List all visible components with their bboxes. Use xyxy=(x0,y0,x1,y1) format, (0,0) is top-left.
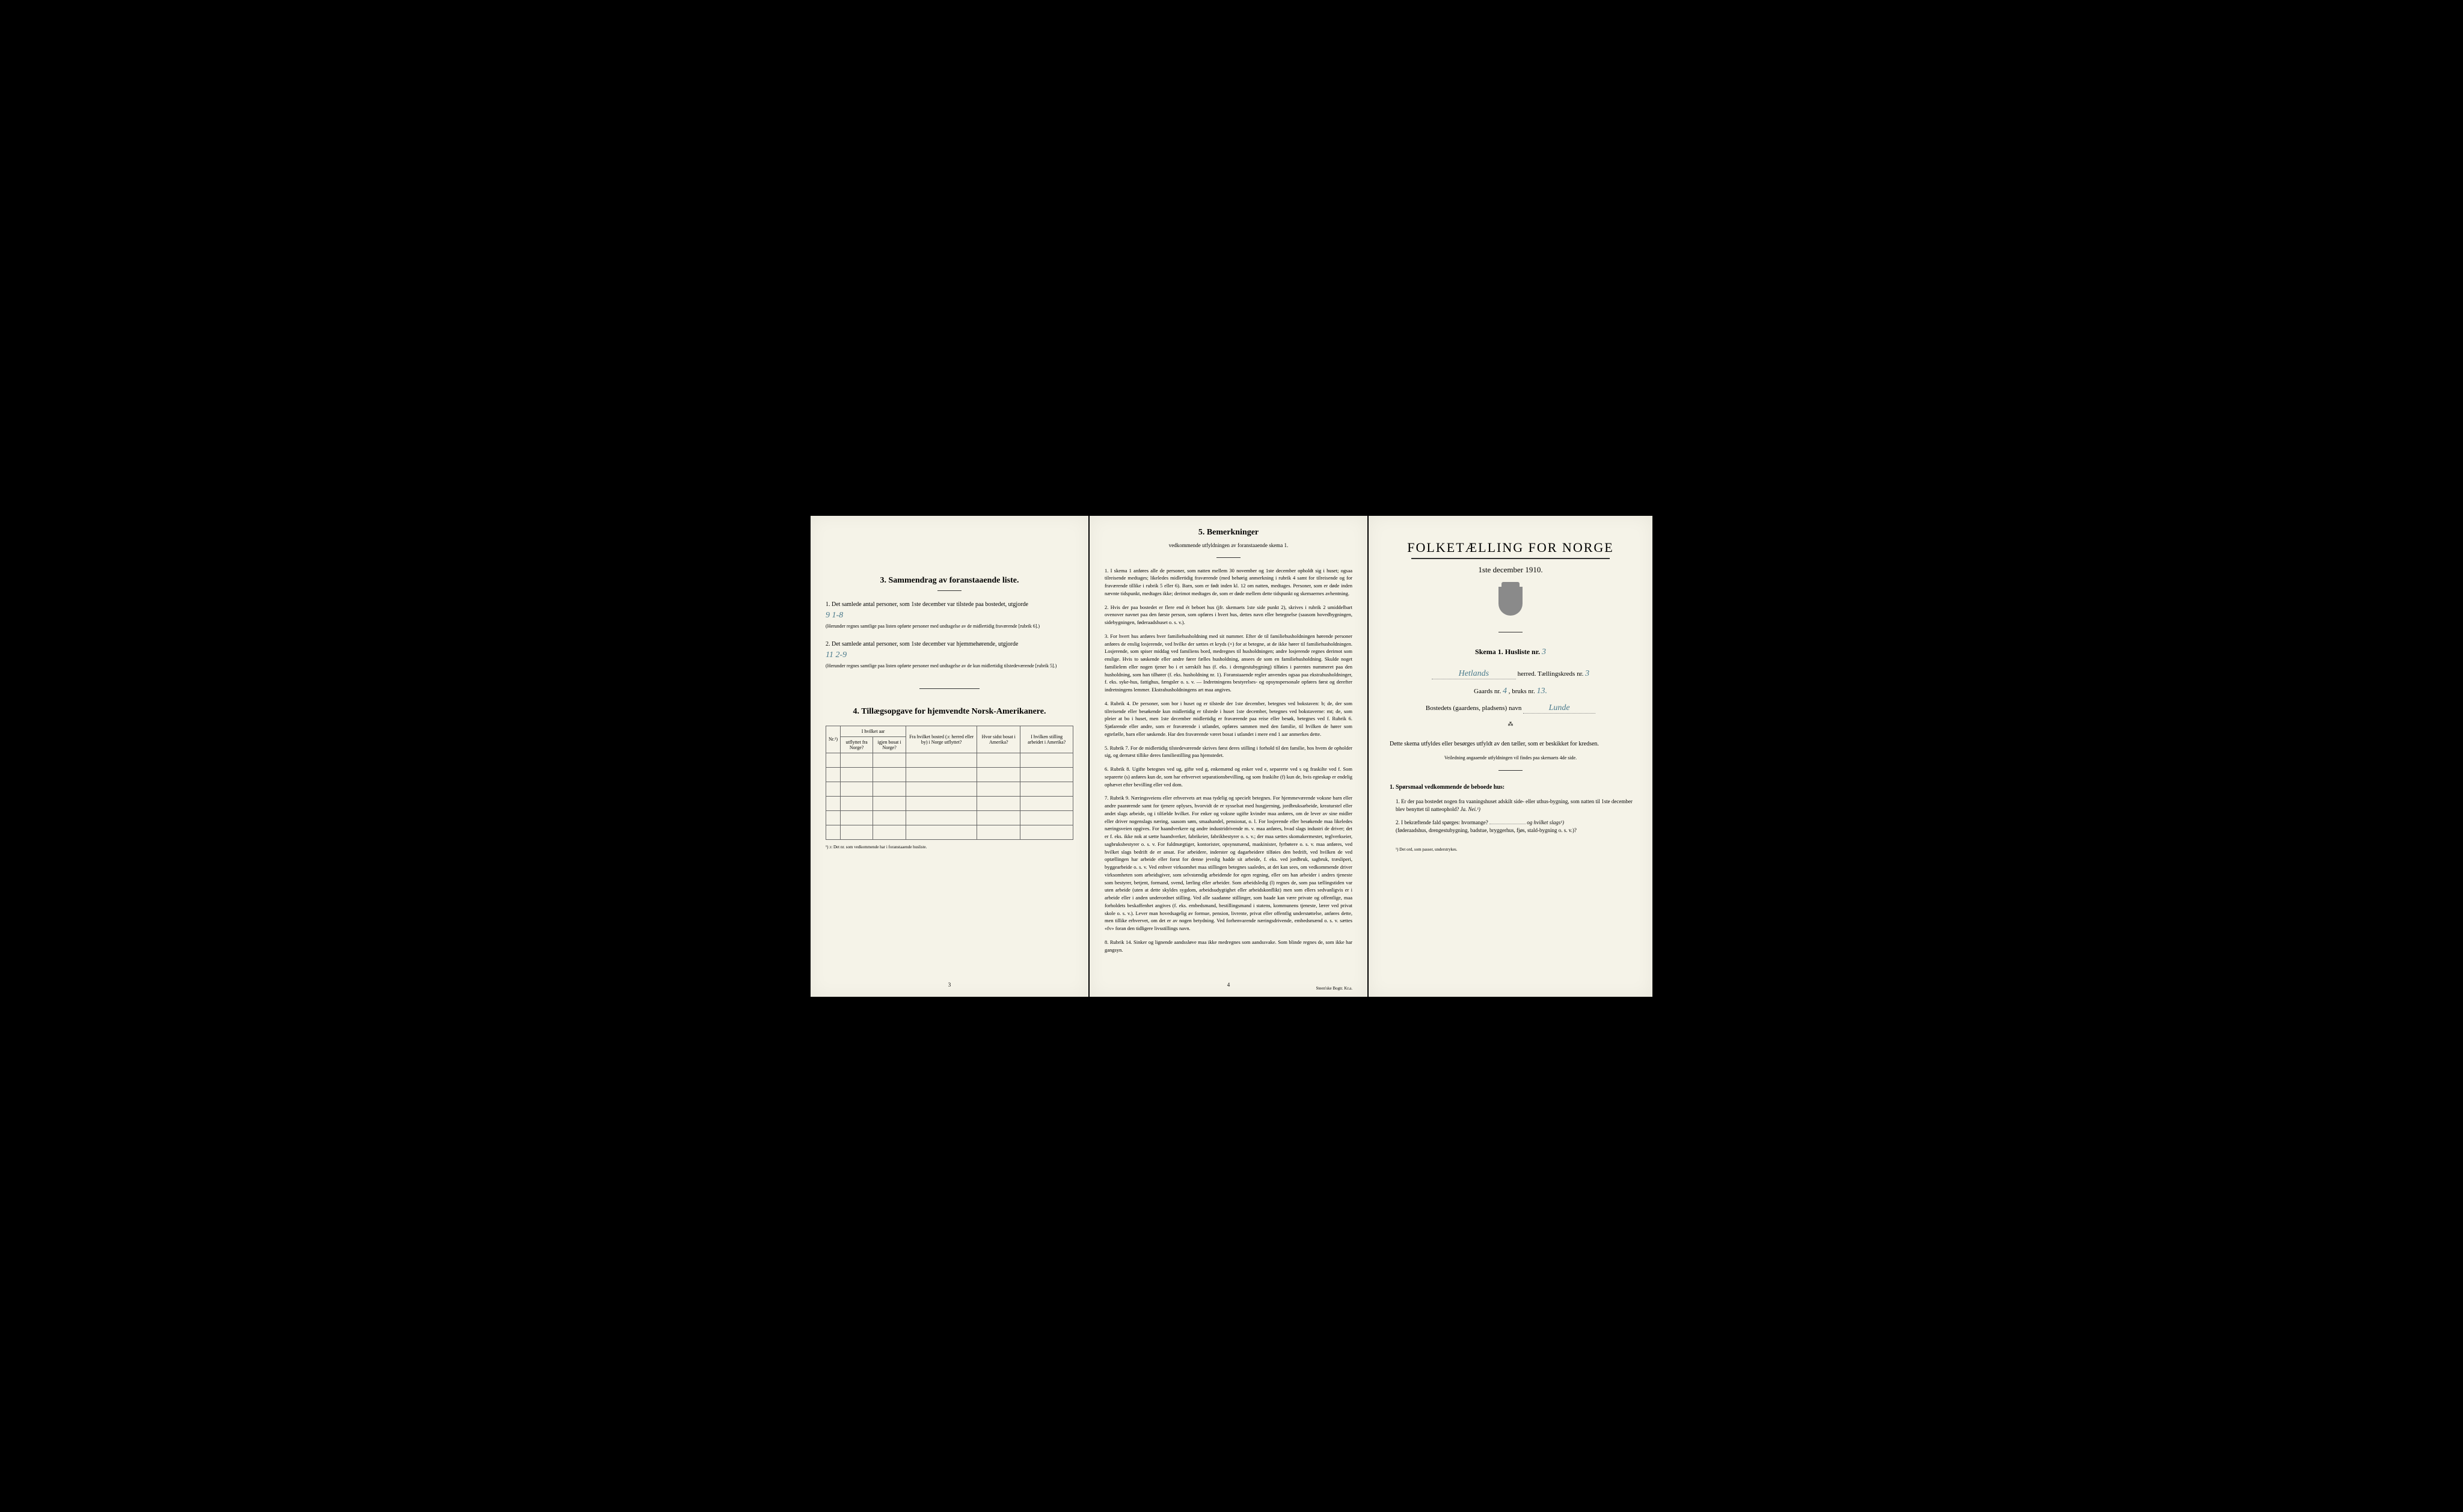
item1-note: (Herunder regnes samtlige paa listen opf… xyxy=(826,623,1040,629)
col-aar-header: I hvilket aar xyxy=(841,726,906,736)
page-number-3: 3 xyxy=(948,982,951,988)
kreds-nr: 3 xyxy=(1585,669,1589,678)
q1-answer: Ja. Nei.¹) xyxy=(1460,806,1480,812)
col-amerika: Hvor sidst bosat i Amerika? xyxy=(977,726,1020,753)
herred-label: herred. Tællingskreds nr. xyxy=(1518,670,1584,678)
item2-text: 2. Det samlede antal personer, som 1ste … xyxy=(826,641,1018,647)
bosted-line: Bostedets (gaardens, pladsens) navn Lund… xyxy=(1387,703,1634,714)
section-3: 3. Sammendrag av foranstaaende liste. 1.… xyxy=(826,576,1073,670)
section3-item2: 2. Det samlede antal personer, som 1ste … xyxy=(826,640,1073,670)
shield-icon xyxy=(1498,587,1523,616)
herred-value: Hetlands xyxy=(1432,669,1516,679)
col-bosat: igjen bosat i Norge? xyxy=(873,736,906,753)
question-2: 2. I bekræftende fald spørges: hvormange… xyxy=(1396,819,1634,835)
table-row xyxy=(826,767,1073,782)
skema-label: Skema 1. Husliste nr. xyxy=(1475,647,1540,656)
amerikanere-table: Nr.¹) I hvilket aar Fra hvilket bosted (… xyxy=(826,726,1073,840)
table-row xyxy=(826,825,1073,839)
bosted-label: Bostedets (gaardens, pladsens) navn xyxy=(1426,705,1521,712)
section-4: 4. Tillægsopgave for hjemvendte Norsk-Am… xyxy=(826,707,1073,849)
table-row xyxy=(826,753,1073,767)
question-1: 1. Er der paa bostedet nogen fra vaaning… xyxy=(1396,798,1634,814)
table-row xyxy=(826,810,1073,825)
table-row xyxy=(826,796,1073,810)
divider xyxy=(1216,557,1241,558)
instruction: Dette skema utfyldes eller besørges utfy… xyxy=(1390,739,1631,748)
section3-heading: 3. Sammendrag av foranstaaende liste. xyxy=(826,576,1073,586)
col-nr: Nr.¹) xyxy=(826,726,841,753)
ornament: ⁂ xyxy=(1387,721,1634,727)
q1-text: 1. Er der paa bostedet nogen fra vaaning… xyxy=(1396,798,1633,813)
bemerkninger-5: 5. Rubrik 7. For de midlertidig tilstede… xyxy=(1105,744,1352,760)
printer-mark: Steen'ske Bogtr. Kr.a. xyxy=(1316,986,1352,991)
item1-text: 1. Det samlede antal personer, som 1ste … xyxy=(826,601,1028,608)
census-date: 1ste december 1910. xyxy=(1387,565,1634,575)
page-number-4: 4 xyxy=(1227,982,1230,988)
bemerkninger-7: 7. Rubrik 9. Næringsveiens eller erhverv… xyxy=(1105,794,1352,932)
q2-end: (føderaadshus, drengestubygning, badstue… xyxy=(1396,827,1577,833)
bemerkninger-2: 2. Hvis der paa bostedet er flere end ét… xyxy=(1105,604,1352,626)
main-title: FOLKETÆLLING FOR NORGE xyxy=(1387,540,1634,556)
table-header-row1: Nr.¹) I hvilket aar Fra hvilket bosted (… xyxy=(826,726,1073,736)
q2-text: 2. I bekræftende fald spørges: hvormange… xyxy=(1396,819,1488,825)
title-underline xyxy=(1411,558,1610,559)
skema-line: Skema 1. Husliste nr. 3 xyxy=(1387,647,1634,657)
gaards-nr: 4 xyxy=(1503,687,1507,696)
table-footnote: ¹) ɔ: Det nr. som vedkommende har i fora… xyxy=(826,845,1073,849)
col-utflyttet: utflyttet fra Norge? xyxy=(841,736,873,753)
table-container: Nr.¹) I hvilket aar Fra hvilket bosted (… xyxy=(826,726,1073,840)
document-spread: 3. Sammendrag av foranstaaende liste. 1.… xyxy=(811,516,1652,997)
bemerkninger-3: 3. For hvert hus anføres hver familiehus… xyxy=(1105,632,1352,694)
section3-item1: 1. Det samlede antal personer, som 1ste … xyxy=(826,600,1073,631)
divider xyxy=(1498,770,1523,771)
section-divider xyxy=(919,688,980,689)
bemerkninger-8: 8. Rubrik 14. Sinker og lignende aandssl… xyxy=(1105,938,1352,954)
section1-heading: 1. Spørsmaal vedkommende de beboede hus: xyxy=(1390,783,1631,792)
bemerkninger-4: 4. Rubrik 4. De personer, som bor i huse… xyxy=(1105,700,1352,738)
coat-of-arms-icon xyxy=(1495,587,1526,623)
herred-line: Hetlands herred. Tællingskreds nr. 3 xyxy=(1387,669,1634,679)
item2-note: (Herunder regnes samtlige paa listen opf… xyxy=(826,663,1057,669)
bemerkninger-1: 1. I skema 1 anføres alle de personer, s… xyxy=(1105,567,1352,598)
sub-instruction: Veiledning angaaende utfyldningen vil fi… xyxy=(1387,754,1634,761)
bruks-nr: 13. xyxy=(1536,687,1547,696)
page-left: 3. Sammendrag av foranstaaende liste. 1.… xyxy=(811,516,1088,997)
page-middle: 5. Bemerkninger vedkommende utfyldningen… xyxy=(1090,516,1367,997)
divider xyxy=(937,590,962,591)
gaards-label: Gaards nr. xyxy=(1474,688,1501,695)
bosted-value: Lunde xyxy=(1523,703,1595,714)
page-right: FOLKETÆLLING FOR NORGE 1ste december 191… xyxy=(1369,516,1652,997)
skema-nr: 3 xyxy=(1542,647,1546,657)
item1-handwritten: 9 1-8 xyxy=(826,611,843,620)
right-footnote: ¹) Det ord, som passer, understrykes. xyxy=(1387,847,1634,852)
q2-mid: og hvilket slags¹) xyxy=(1527,819,1564,825)
section5-subheading: vedkommende utfyldningen av foranstaaend… xyxy=(1105,542,1352,548)
gaards-line: Gaards nr. 4 , bruks nr. 13. xyxy=(1387,687,1634,696)
bruks-label: , bruks nr. xyxy=(1509,688,1535,695)
col-stilling: I hvilken stilling arbeidet i Amerika? xyxy=(1020,726,1073,753)
table-row xyxy=(826,782,1073,796)
section5-heading: 5. Bemerkninger xyxy=(1105,528,1352,537)
item2-handwritten: 11 2-9 xyxy=(826,650,847,660)
section4-heading: 4. Tillægsopgave for hjemvendte Norsk-Am… xyxy=(826,707,1073,717)
bemerkninger-6: 6. Rubrik 8. Ugifte betegnes ved ug, gif… xyxy=(1105,765,1352,788)
col-bosted: Fra hvilket bosted (ɔ: herred eller by) … xyxy=(906,726,977,753)
